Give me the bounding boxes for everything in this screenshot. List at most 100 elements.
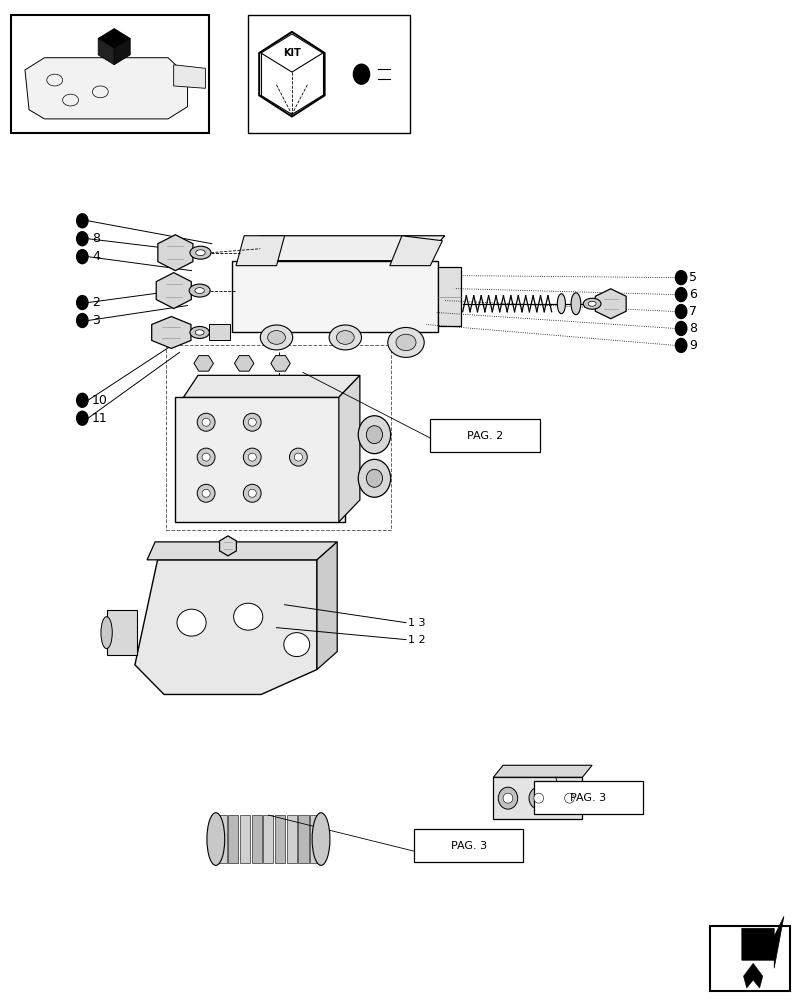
Ellipse shape [268, 331, 285, 344]
Text: 8: 8 [689, 322, 697, 335]
Polygon shape [156, 273, 191, 309]
Ellipse shape [559, 787, 578, 809]
Circle shape [76, 250, 88, 264]
Ellipse shape [202, 489, 210, 497]
Polygon shape [389, 236, 442, 266]
Polygon shape [194, 356, 213, 371]
Text: PAG. 3: PAG. 3 [569, 793, 606, 803]
Circle shape [675, 271, 686, 285]
Circle shape [76, 214, 88, 228]
Ellipse shape [195, 288, 204, 294]
Ellipse shape [503, 793, 513, 803]
Polygon shape [234, 356, 254, 371]
Ellipse shape [202, 418, 210, 426]
Polygon shape [251, 815, 261, 863]
Polygon shape [183, 375, 359, 397]
Ellipse shape [289, 448, 307, 466]
Polygon shape [240, 815, 250, 863]
Ellipse shape [260, 325, 292, 350]
Polygon shape [298, 815, 308, 863]
Text: 1 3: 1 3 [408, 618, 426, 628]
Polygon shape [228, 815, 238, 863]
Circle shape [76, 411, 88, 425]
Circle shape [76, 296, 88, 310]
Ellipse shape [202, 453, 210, 461]
Polygon shape [236, 236, 285, 266]
Polygon shape [114, 38, 130, 65]
Ellipse shape [328, 325, 361, 350]
Circle shape [353, 64, 369, 84]
Ellipse shape [195, 250, 205, 256]
Polygon shape [260, 34, 323, 72]
Ellipse shape [284, 633, 309, 657]
Bar [165, 345, 390, 530]
Ellipse shape [248, 453, 256, 461]
Ellipse shape [564, 793, 573, 803]
Bar [533, 781, 642, 814]
Circle shape [675, 305, 686, 319]
Text: 1 2: 1 2 [408, 635, 426, 645]
Ellipse shape [190, 326, 209, 338]
Polygon shape [98, 29, 130, 48]
Polygon shape [438, 267, 461, 326]
Ellipse shape [197, 484, 215, 502]
Ellipse shape [311, 813, 329, 865]
Polygon shape [25, 58, 187, 119]
Text: 5: 5 [689, 271, 697, 284]
Polygon shape [157, 235, 193, 271]
Bar [209, 324, 230, 340]
Polygon shape [106, 610, 136, 655]
Text: 11: 11 [92, 412, 108, 425]
Polygon shape [743, 963, 762, 988]
Polygon shape [310, 815, 320, 863]
Ellipse shape [189, 284, 210, 297]
Text: PAG. 3: PAG. 3 [450, 841, 486, 851]
Ellipse shape [243, 413, 261, 431]
Circle shape [76, 314, 88, 327]
Ellipse shape [336, 331, 354, 344]
Bar [11, 15, 209, 133]
Bar [248, 15, 410, 133]
Polygon shape [147, 542, 337, 560]
Polygon shape [217, 815, 226, 863]
Polygon shape [152, 317, 191, 348]
Circle shape [76, 232, 88, 246]
Text: 3: 3 [92, 314, 100, 327]
Bar [430, 419, 539, 452]
Ellipse shape [243, 484, 261, 502]
Ellipse shape [366, 426, 382, 444]
Text: 6: 6 [689, 288, 697, 301]
Ellipse shape [498, 787, 517, 809]
Ellipse shape [243, 448, 261, 466]
Polygon shape [275, 815, 285, 863]
Bar [493, 777, 581, 819]
Ellipse shape [582, 298, 600, 309]
Polygon shape [338, 375, 359, 522]
Text: 10: 10 [92, 394, 108, 407]
Text: KIT: KIT [283, 48, 300, 58]
Ellipse shape [294, 453, 302, 461]
Ellipse shape [570, 293, 580, 315]
Polygon shape [263, 815, 273, 863]
Polygon shape [244, 236, 444, 261]
Ellipse shape [190, 246, 211, 259]
Text: 7: 7 [689, 305, 697, 318]
Ellipse shape [248, 489, 256, 497]
Polygon shape [493, 765, 591, 777]
Ellipse shape [101, 617, 112, 649]
Polygon shape [286, 815, 297, 863]
Text: PAG. 2: PAG. 2 [466, 431, 502, 441]
Ellipse shape [396, 334, 415, 351]
Polygon shape [219, 536, 236, 556]
Ellipse shape [366, 469, 382, 487]
Ellipse shape [207, 813, 225, 865]
Ellipse shape [533, 793, 543, 803]
Polygon shape [741, 916, 783, 968]
Ellipse shape [528, 787, 547, 809]
Ellipse shape [195, 330, 204, 335]
Ellipse shape [388, 327, 423, 357]
Ellipse shape [234, 603, 263, 630]
Bar [175, 397, 345, 522]
Text: 4: 4 [92, 250, 100, 263]
Polygon shape [98, 38, 114, 65]
